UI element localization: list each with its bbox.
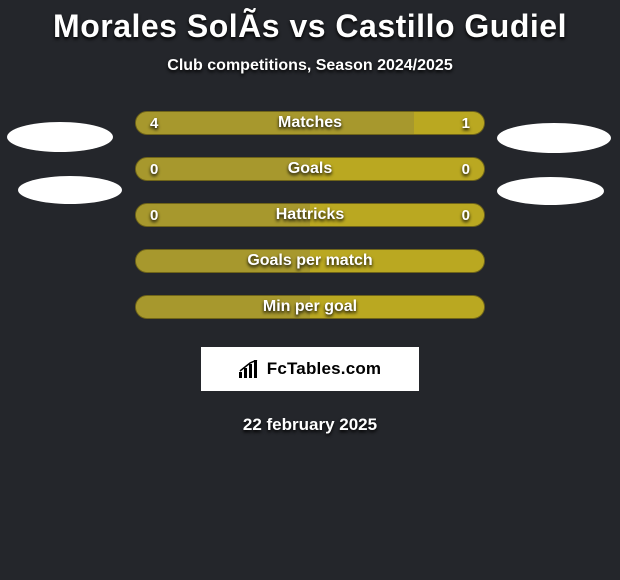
stat-bar-left [136,296,310,318]
stat-bar: 0 Goals 0 [135,157,485,181]
stat-bar-left [136,112,414,134]
page-title: Morales SolÃ­s vs Castillo Gudiel [0,0,620,45]
date-text: 22 february 2025 [243,415,377,435]
stats-container: 4 Matches 1 0 Goals 0 0 Hattricks 0 Goal… [0,111,620,435]
stat-value-left: 0 [150,207,158,224]
stat-bar-right [310,296,484,318]
subtitle: Club competitions, Season 2024/2025 [0,57,620,75]
stat-bar-left [136,250,310,272]
stat-bar: 0 Hattricks 0 [135,203,485,227]
stat-row: Min per goal [0,295,620,319]
chart-icon [239,360,261,378]
stat-value-right: 0 [462,207,470,224]
stat-value-right: 0 [462,161,470,178]
stat-bar: 4 Matches 1 [135,111,485,135]
source-badge: FcTables.com [201,347,419,391]
decorative-ellipse [7,122,113,152]
stat-row: 0 Hattricks 0 [0,203,620,227]
source-badge-text: FcTables.com [267,359,382,379]
stat-value-right: 1 [462,115,470,132]
stat-bar: Goals per match [135,249,485,273]
stat-row: Goals per match [0,249,620,273]
decorative-ellipse [18,176,122,204]
stat-bar-left [136,158,310,180]
stat-bar-left [136,204,310,226]
decorative-ellipse [497,177,604,205]
stat-value-left: 0 [150,161,158,178]
stat-bar: Min per goal [135,295,485,319]
decorative-ellipse [497,123,611,153]
stat-bar-right [414,112,484,134]
stat-bar-right [310,204,484,226]
stat-value-left: 4 [150,115,158,132]
stat-bar-right [310,250,484,272]
stat-bar-right [310,158,484,180]
